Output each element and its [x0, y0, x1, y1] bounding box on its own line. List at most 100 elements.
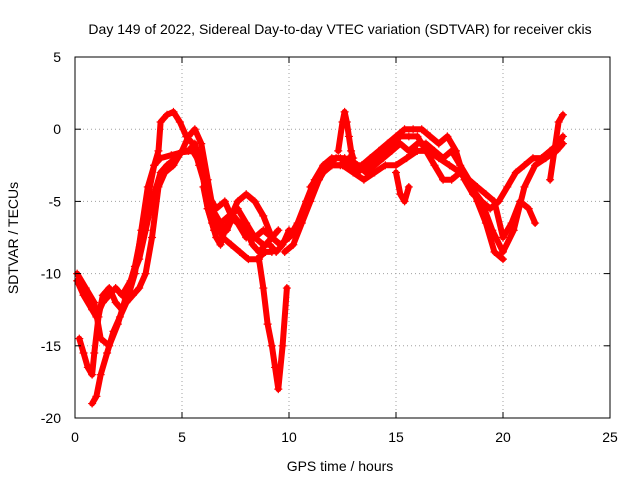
- series-spike-1: [255, 255, 291, 394]
- data-point: [220, 197, 229, 206]
- data-point: [528, 154, 537, 163]
- data-point: [175, 117, 184, 126]
- x-tick-label: 5: [178, 429, 186, 445]
- data-point: [92, 392, 101, 401]
- data-point: [178, 146, 186, 155]
- data-point: [255, 255, 264, 264]
- data-point: [531, 161, 540, 170]
- data-point: [400, 125, 409, 134]
- series-arc-8: [306, 139, 567, 256]
- data-point: [503, 182, 512, 191]
- data-point: [486, 204, 495, 213]
- data-point: [212, 233, 221, 242]
- series-spike-2: [334, 107, 358, 163]
- data-point: [302, 204, 311, 213]
- data-point: [396, 139, 405, 148]
- data-point: [490, 197, 499, 206]
- data-point: [524, 204, 533, 213]
- x-tick-label: 10: [281, 429, 297, 445]
- series-line: [393, 169, 412, 205]
- data-point: [447, 175, 456, 184]
- data-point: [404, 182, 413, 191]
- data-point: [263, 320, 272, 329]
- data-point: [499, 255, 507, 264]
- data-point: [233, 197, 242, 206]
- data-point: [359, 175, 368, 184]
- data-point: [413, 132, 422, 141]
- data-point: [169, 107, 178, 116]
- data-point: [400, 197, 409, 206]
- data-point: [349, 154, 358, 163]
- data-point: [96, 370, 105, 379]
- data-point: [404, 132, 413, 141]
- data-point: [558, 110, 567, 119]
- data-point: [338, 161, 347, 170]
- data-point: [98, 291, 107, 300]
- data-point: [143, 182, 152, 191]
- data-point: [347, 146, 356, 155]
- data-point: [520, 161, 529, 170]
- data-point: [392, 168, 400, 177]
- data-point: [531, 219, 540, 228]
- data-point: [353, 161, 362, 170]
- data-point: [83, 363, 92, 372]
- data-point: [490, 247, 499, 256]
- data-point: [456, 161, 465, 170]
- data-point: [392, 161, 400, 170]
- data-point: [109, 327, 118, 336]
- series-spike-4: [546, 110, 567, 184]
- data-point: [434, 154, 443, 163]
- data-point: [488, 226, 497, 235]
- data-point: [141, 269, 150, 278]
- data-point: [289, 240, 298, 249]
- x-tick-label: 15: [388, 429, 404, 445]
- data-point: [293, 226, 302, 235]
- data-point: [285, 233, 293, 242]
- data-point: [203, 175, 212, 184]
- data-point: [417, 125, 426, 134]
- data-point: [88, 370, 97, 379]
- data-point: [75, 334, 84, 343]
- data-point: [103, 349, 112, 358]
- series-line: [547, 111, 566, 183]
- data-point: [207, 219, 216, 228]
- data-point: [558, 132, 567, 141]
- data-point: [203, 204, 212, 213]
- data-point: [546, 175, 555, 184]
- series-spike-3: [392, 168, 413, 206]
- data-point: [374, 146, 383, 155]
- data-point: [184, 132, 193, 141]
- data-point: [541, 154, 550, 163]
- data-point: [88, 399, 97, 408]
- data-point: [340, 107, 349, 116]
- data-point: [445, 161, 454, 170]
- data-point: [154, 182, 163, 191]
- data-point: [477, 197, 486, 206]
- data-point: [130, 269, 139, 278]
- data-point: [379, 154, 388, 163]
- data-traces: [73, 107, 567, 408]
- data-point: [274, 385, 283, 394]
- data-point: [259, 211, 268, 220]
- x-tick-label: 25: [602, 429, 618, 445]
- data-point: [554, 117, 563, 126]
- data-point: [199, 182, 208, 191]
- data-point: [156, 154, 165, 163]
- data-point: [271, 363, 280, 372]
- series-line: [76, 147, 282, 378]
- data-point: [421, 139, 430, 148]
- data-point: [509, 226, 518, 235]
- axis-ticks: [74, 56, 611, 419]
- data-point: [227, 211, 236, 220]
- data-point: [261, 240, 270, 249]
- data-point: [409, 125, 418, 134]
- x-tick-label: 20: [495, 429, 511, 445]
- chart-title: Day 149 of 2022, Sidereal Day-to-day VTE…: [88, 21, 591, 37]
- data-point: [413, 139, 422, 148]
- data-point: [111, 298, 120, 307]
- data-point: [387, 146, 396, 155]
- data-point: [227, 240, 236, 249]
- data-point: [216, 240, 225, 249]
- y-axis-title: SDTVAR / TECUs: [5, 182, 21, 294]
- y-tick-label: -15: [41, 338, 61, 354]
